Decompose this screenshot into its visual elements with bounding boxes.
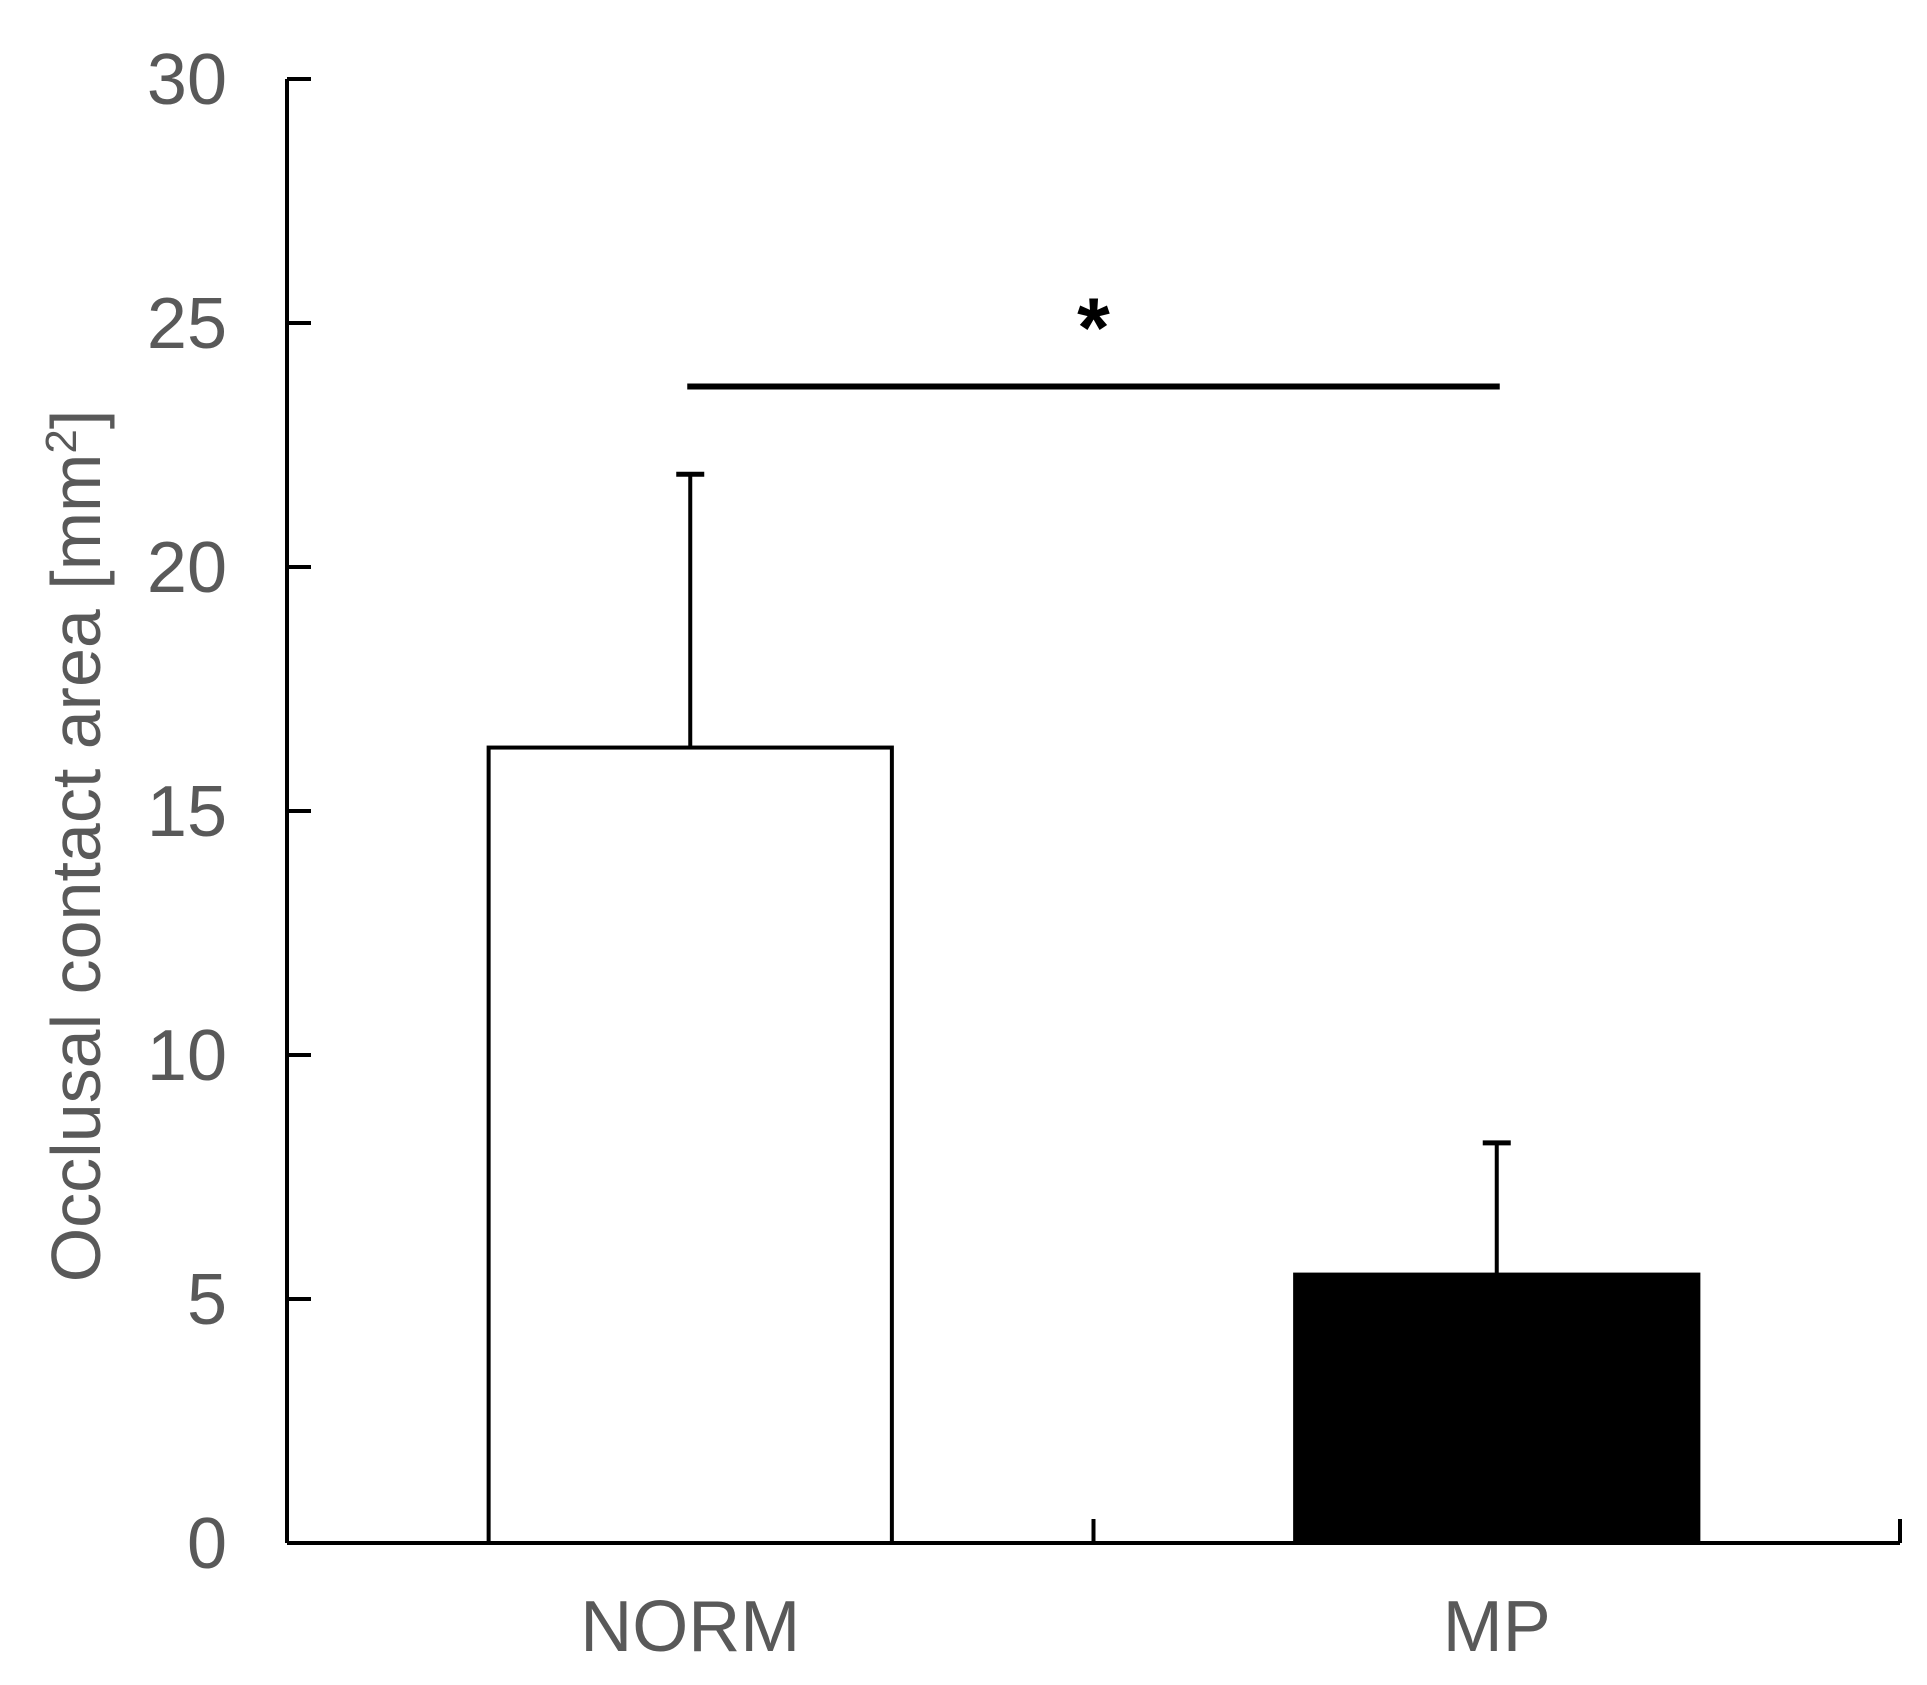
x-tick-label-mp: MP xyxy=(1443,1587,1551,1667)
y-axis-title-end: ] xyxy=(37,410,115,429)
x-tick-label-norm: NORM xyxy=(580,1587,800,1667)
y-tick-label: 0 xyxy=(187,1504,227,1584)
significance-label: * xyxy=(1077,280,1110,374)
bar-mp xyxy=(1293,1272,1701,1545)
y-tick-label: 25 xyxy=(147,284,227,364)
bar-norm xyxy=(486,745,894,1545)
x-tick-labels: NORM MP xyxy=(580,1587,1550,1667)
error-bars xyxy=(676,471,1511,1275)
y-tick-label: 15 xyxy=(147,772,227,852)
y-axis-title-superscript: 2 xyxy=(37,429,86,453)
y-tick-labels: 0 5 10 15 20 25 30 xyxy=(147,40,227,1584)
y-axis-title-main: Occlusal contact area [mm xyxy=(37,454,115,1283)
y-tick-label: 20 xyxy=(147,528,227,608)
significance-annotation: * xyxy=(687,280,1500,390)
y-tick-label: 10 xyxy=(147,1016,227,1096)
y-axis-title: Occlusal contact area [mm2] xyxy=(37,410,116,1283)
y-tick-label: 30 xyxy=(147,40,227,120)
y-tick-label: 5 xyxy=(187,1260,227,1340)
bars xyxy=(486,745,1701,1545)
